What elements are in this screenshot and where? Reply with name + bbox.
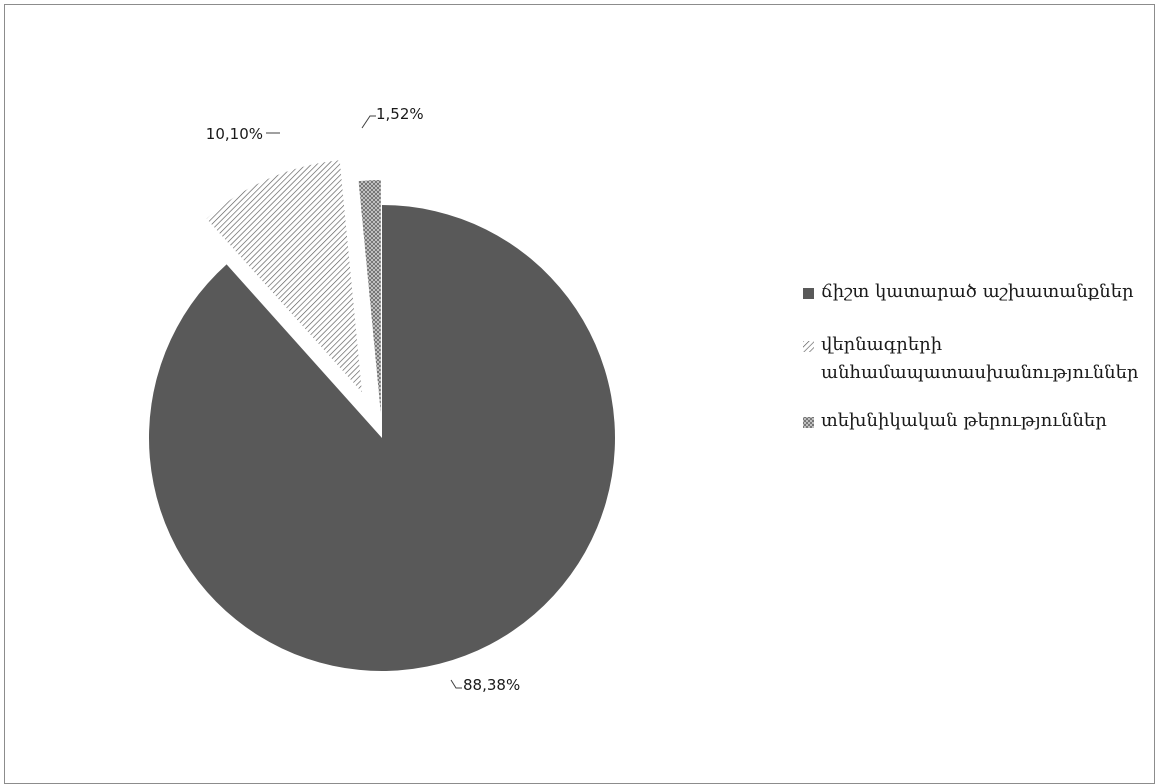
legend-item: վերնագրերի անհամապատասխանություններ	[803, 331, 1148, 387]
data-label: 1,52%	[376, 105, 424, 123]
slice-title-mismatch	[206, 160, 362, 393]
slice-technical-issues	[358, 180, 381, 414]
leader-line	[450, 679, 462, 689]
legend-swatch-solid	[803, 288, 814, 299]
legend-item: տեխնիկական թերություններ	[803, 407, 1148, 435]
legend-label: տեխնիկական թերություններ	[821, 410, 1107, 431]
legend-label-line-2: անհամապատասխանություններ	[821, 362, 1139, 383]
legend-swatch-crosshatch	[803, 417, 814, 428]
legend-label: ճիշտ կատարած աշխատանքներ	[821, 281, 1134, 302]
legend-label-line-1: վերնագրերի	[821, 334, 943, 355]
leader-line	[361, 115, 376, 129]
slice-correct-work	[148, 205, 615, 671]
legend: ճիշտ կատարած աշխատանքներ վերնագրերի անհա…	[803, 278, 1148, 460]
legend-item: ճիշտ կատարած աշխատանքներ	[803, 278, 1148, 306]
data-label: 10,10%	[206, 125, 263, 143]
legend-swatch-stripes	[803, 341, 814, 352]
data-label: 88,38%	[463, 676, 520, 694]
